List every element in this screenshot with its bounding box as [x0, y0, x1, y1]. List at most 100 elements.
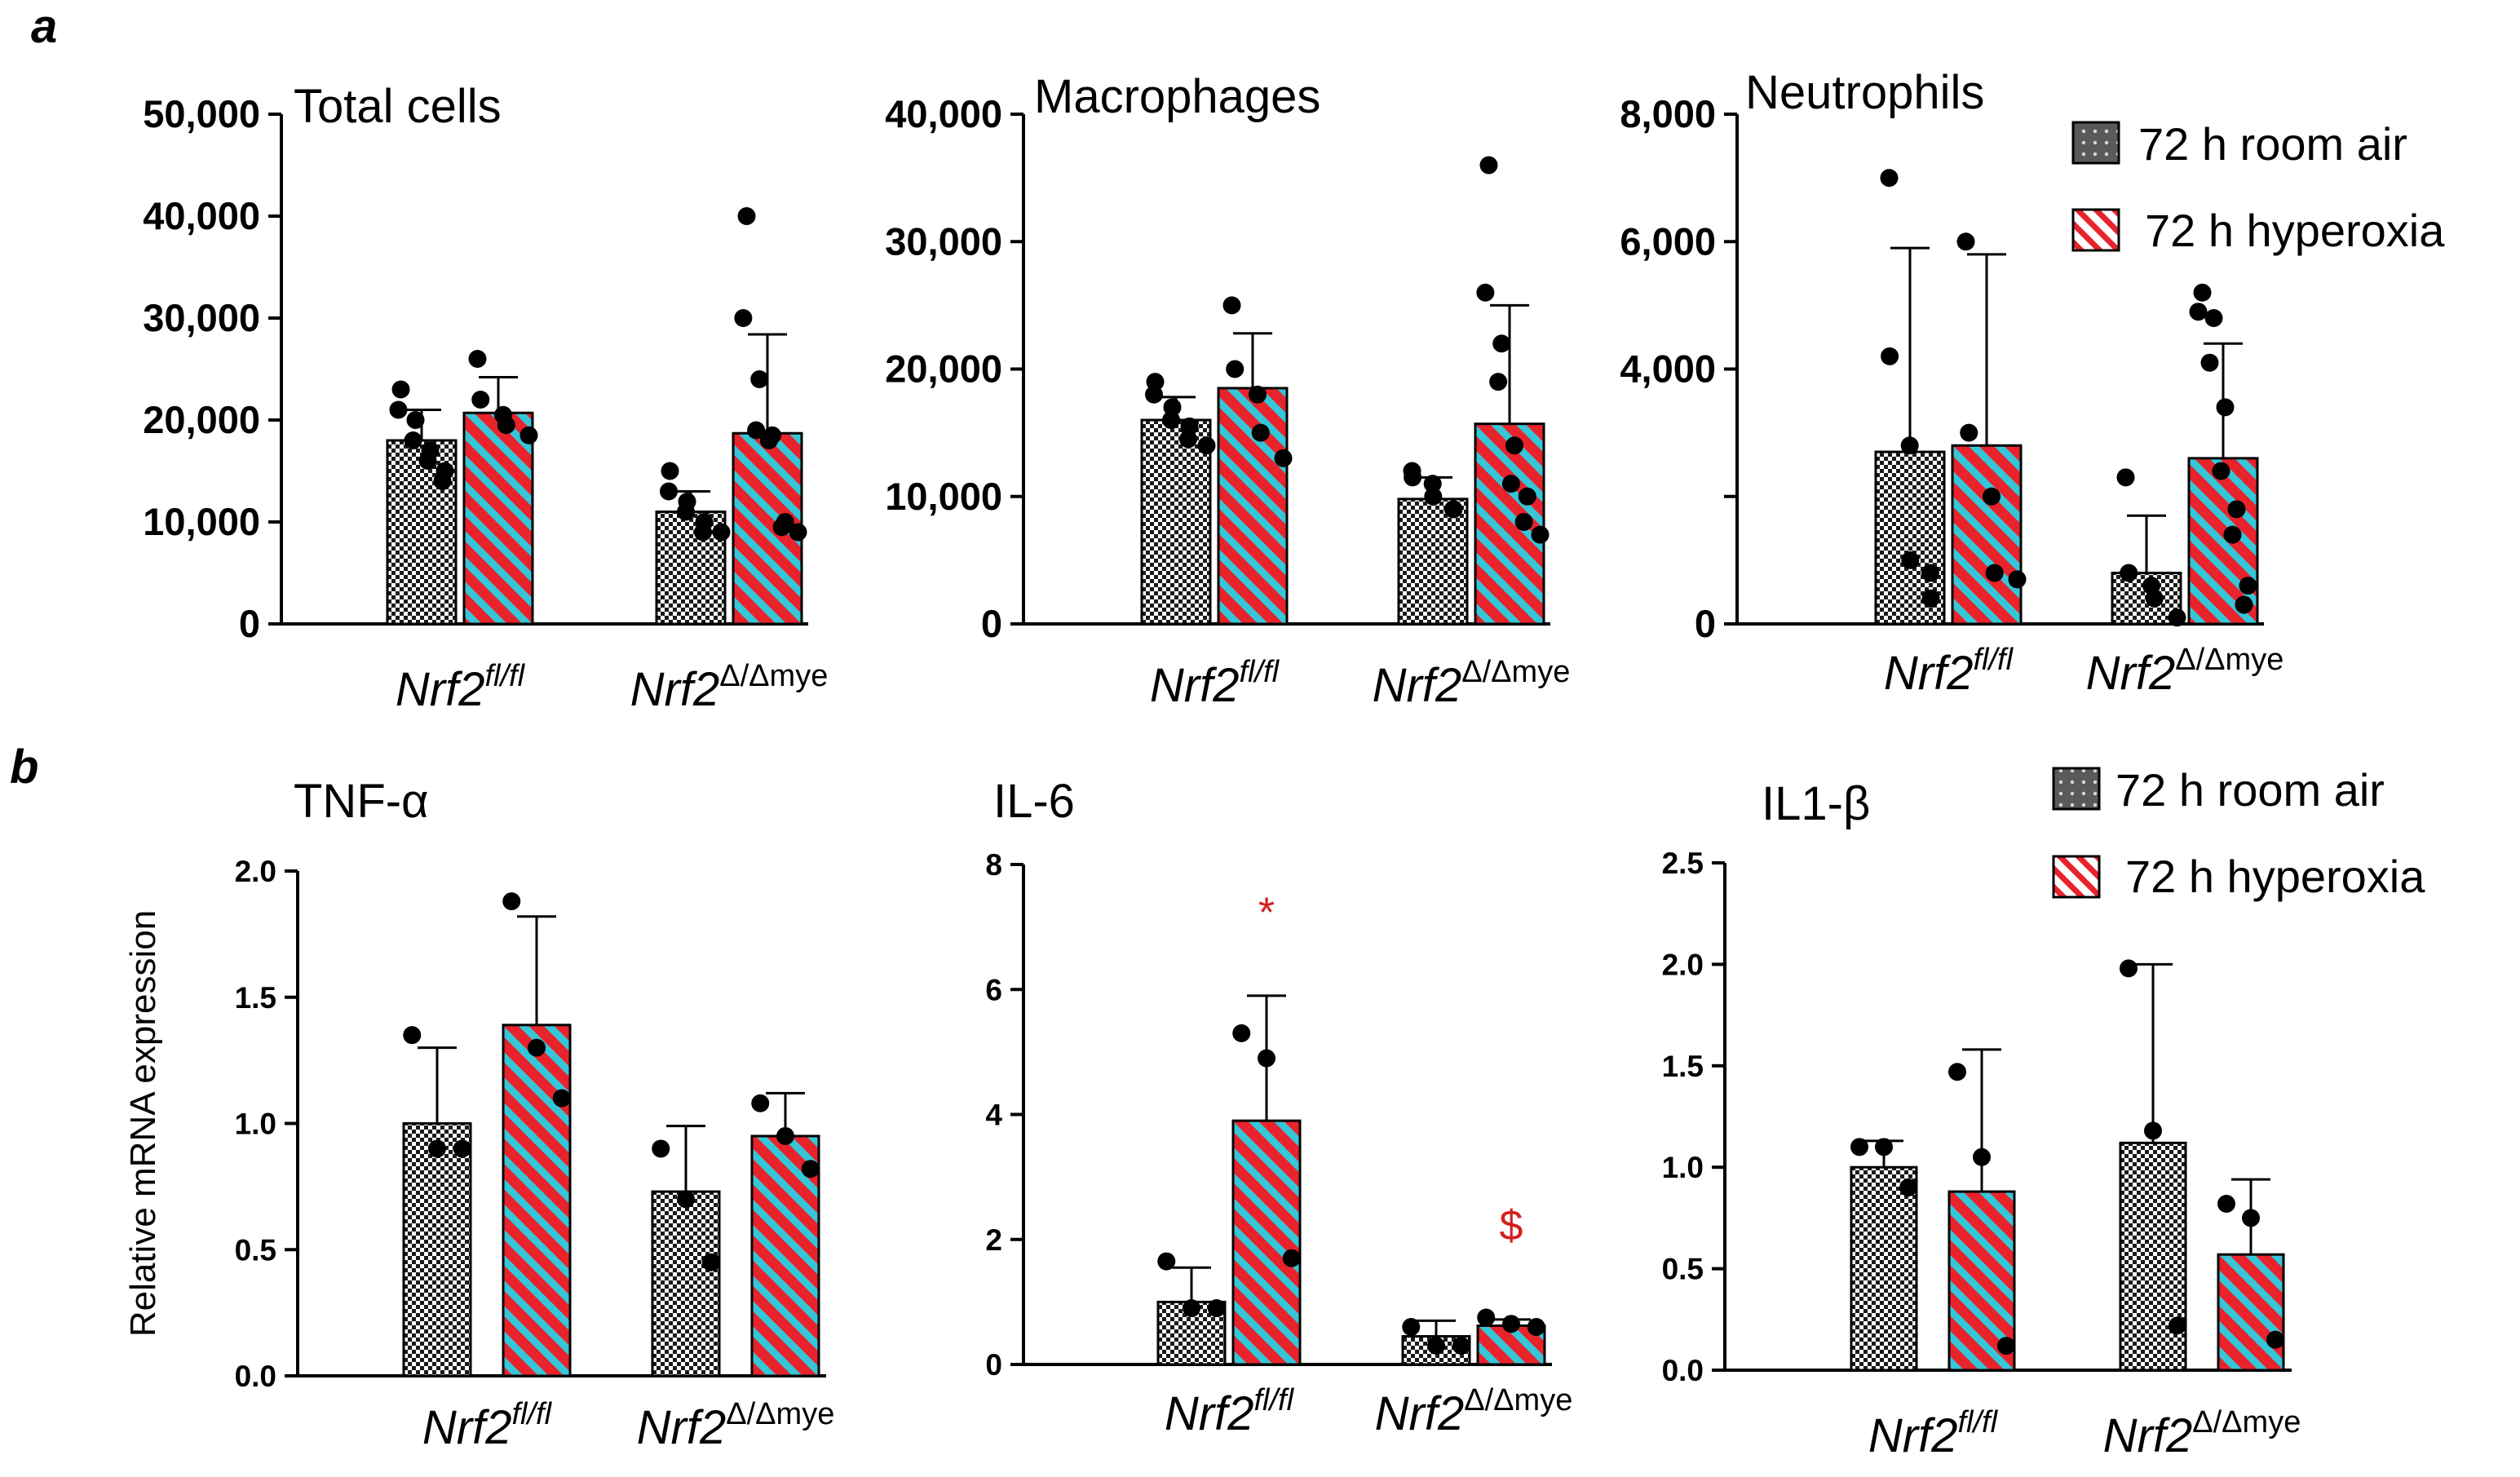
y-tick-label: 4 — [985, 1099, 1002, 1132]
y-tick-label: 0 — [1695, 602, 1716, 645]
data-point — [737, 207, 756, 225]
data-point — [747, 421, 766, 440]
category-label: Nrf2Δ/Δmye — [637, 1397, 835, 1454]
data-point — [677, 502, 695, 521]
bar — [402, 1122, 472, 1378]
category-label: Nrf2fl/fl — [1150, 655, 1280, 712]
chart-total-cells: Total cells 0 10,000 20,000 30,000 40,000 50,0… — [143, 80, 828, 716]
data-point — [471, 391, 490, 409]
data-point — [2266, 1330, 2284, 1349]
data-point — [433, 472, 452, 490]
category-base: Nrf2 — [630, 663, 720, 716]
data-point — [2200, 353, 2219, 372]
category-superscript: Δ/Δmye — [1464, 1383, 1572, 1417]
category-label: Nrf2Δ/Δmye — [630, 659, 829, 716]
data-point — [1222, 296, 1241, 315]
data-point — [1492, 334, 1511, 353]
y-tick-label: 0.0 — [1662, 1354, 1704, 1387]
data-point — [1402, 1318, 1421, 1337]
category-base: Nrf2 — [1150, 659, 1240, 712]
data-point — [1489, 373, 1508, 391]
data-point — [2217, 1194, 2235, 1213]
category-label: Nrf2Δ/Δmye — [2086, 643, 2284, 700]
data-point — [1404, 468, 1422, 487]
data-point — [1850, 1138, 1868, 1156]
data-point — [2169, 1316, 2186, 1335]
significance-annotation: $ — [1500, 1202, 1523, 1249]
legend-label-hyperoxia: 72 h hyperoxia — [2145, 205, 2445, 256]
data-point — [1881, 347, 1899, 365]
data-point — [1179, 430, 1197, 449]
y-tick-label: 1.5 — [235, 981, 276, 1015]
data-point — [2239, 577, 2257, 595]
y-tick-label: 0 — [981, 602, 1002, 645]
category-superscript: fl/fl — [1974, 643, 2014, 677]
data-point — [2008, 570, 2027, 589]
category-base: Nrf2 — [1375, 1387, 1465, 1440]
data-point — [502, 892, 521, 911]
data-point — [801, 1160, 820, 1179]
data-point — [389, 400, 408, 419]
bar — [1397, 497, 1469, 626]
data-point — [404, 431, 422, 449]
category-superscript: fl/fl — [485, 659, 526, 693]
panel-label-a: a — [31, 0, 57, 53]
data-point — [2116, 468, 2135, 487]
y-tick-label: 0.0 — [235, 1360, 276, 1393]
chart-title: IL1-β — [1762, 777, 1870, 830]
data-point — [734, 309, 753, 327]
data-point — [652, 1139, 670, 1158]
category-base: Nrf2 — [396, 663, 485, 716]
data-point — [1983, 487, 2001, 506]
category-base: Nrf2 — [422, 1401, 512, 1454]
data-point — [2120, 959, 2138, 978]
y-tick-label: 1.5 — [1662, 1050, 1704, 1083]
data-point — [2204, 309, 2223, 327]
data-point — [1502, 1315, 1520, 1333]
data-point — [1531, 525, 1550, 544]
data-point — [1527, 1318, 1545, 1337]
data-point — [789, 523, 807, 542]
panel-label-b: b — [10, 741, 38, 794]
chart-macrophages: Macrophages 0 10,000 20,000 30,000 40,000 Nrf2… — [885, 70, 1570, 712]
category-label: Nrf2fl/fl — [1868, 1405, 1999, 1462]
bar — [1474, 422, 1545, 626]
data-point — [1476, 283, 1495, 302]
data-point — [2189, 303, 2208, 321]
y-tick-label: 0 — [985, 1348, 1002, 1382]
y-tick-label: 4,000 — [1620, 347, 1716, 391]
legend-label-room-air: 72 h room air — [2138, 118, 2407, 170]
data-point — [406, 411, 425, 429]
legend-label-hyperoxia: 72 h hyperoxia — [2125, 851, 2425, 902]
data-point — [1226, 360, 1245, 378]
data-point — [694, 523, 712, 542]
data-point — [2144, 1121, 2162, 1140]
data-point — [1875, 1138, 1893, 1156]
data-point — [701, 1253, 720, 1271]
data-point — [528, 1038, 546, 1057]
data-point — [1899, 1179, 1917, 1197]
data-point — [660, 482, 678, 501]
data-point — [751, 1094, 770, 1112]
y-tick-label: 10,000 — [143, 500, 260, 543]
bar — [1140, 418, 1212, 626]
data-point — [1921, 564, 1939, 582]
bar — [2217, 1253, 2285, 1372]
data-point — [2145, 589, 2164, 608]
data-point — [1921, 589, 1940, 608]
data-point — [1973, 1148, 1991, 1166]
data-point — [453, 1139, 471, 1158]
y-tick-label: 2.0 — [1662, 948, 1704, 981]
data-point — [677, 1190, 695, 1209]
data-point — [1183, 1299, 1200, 1318]
bar — [651, 1190, 721, 1378]
bar — [502, 1024, 572, 1378]
category-label: Nrf2fl/fl — [422, 1397, 553, 1454]
y-tick-label: 0 — [239, 602, 260, 645]
category-superscript: fl/fl — [512, 1397, 553, 1431]
data-point — [1157, 1252, 1176, 1271]
category-superscript: fl/fl — [1254, 1383, 1295, 1417]
